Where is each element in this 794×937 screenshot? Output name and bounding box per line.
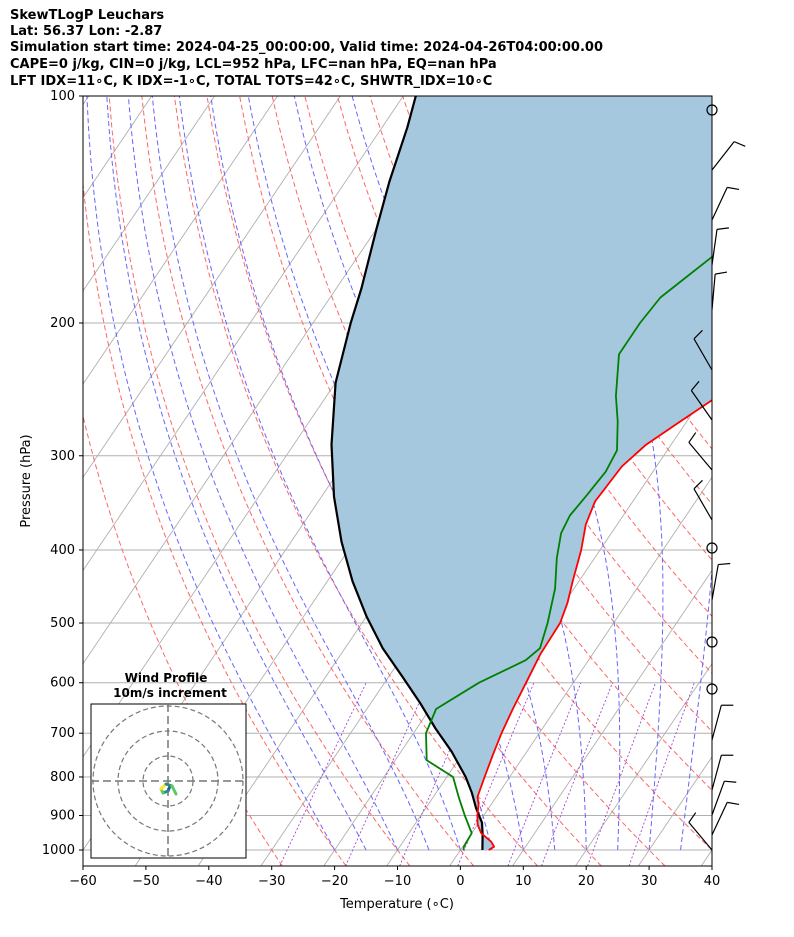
- dry-adiabat: [173, 96, 538, 866]
- plot-data: [330, 96, 712, 851]
- y-tick-label: 100: [50, 89, 75, 104]
- x-tick-label: 40: [704, 874, 721, 889]
- wind-barbs: [688, 104, 746, 851]
- y-tick-label: 400: [50, 543, 75, 558]
- hodograph-segment: [170, 784, 178, 796]
- wind-barb-calm: [706, 683, 718, 695]
- wind-barb: [711, 704, 734, 741]
- y-tick-label: 700: [50, 726, 75, 741]
- wind-barb: [688, 432, 713, 471]
- moist-adiabat: [106, 96, 367, 851]
- wind-barb: [711, 186, 740, 221]
- temperature-profile: [476, 399, 712, 851]
- dry-adiabat: [83, 413, 283, 866]
- moist-adiabat: [426, 96, 621, 851]
- wind-barb-calm: [706, 542, 718, 554]
- wind-barb: [688, 812, 713, 851]
- x-tick-label: 20: [578, 874, 595, 889]
- y-tick-label: 200: [50, 316, 75, 331]
- x-tick-label: −10: [384, 874, 411, 889]
- x-axis-label: Temperature (∘C): [339, 897, 454, 912]
- inset-subtitle: 10m/s increment: [113, 686, 227, 700]
- y-tick-label: 1000: [42, 843, 75, 858]
- x-tick-label: −40: [195, 874, 222, 889]
- mixing-ratio-line: [279, 682, 367, 866]
- x-tick-label: −20: [321, 874, 348, 889]
- y-axis-label: Pressure (hPa): [19, 434, 34, 527]
- isotherm: [83, 96, 90, 106]
- x-tick-label: 10: [515, 874, 532, 889]
- wind-barb: [711, 271, 728, 311]
- x-tick-label: −50: [132, 874, 159, 889]
- mixing-ratio-line: [628, 682, 695, 866]
- isotherm: [83, 96, 341, 479]
- y-tick-label: 300: [50, 449, 75, 464]
- isotherm: [83, 96, 278, 385]
- moist-adiabat: [86, 96, 336, 851]
- moist-adiabat: [178, 96, 461, 851]
- isotherm: [449, 476, 712, 866]
- y-tick-label: 900: [50, 809, 75, 824]
- y-tick-label: 600: [50, 676, 75, 691]
- dry-adiabat: [206, 96, 602, 866]
- chart-title-line-5: LFT IDX=11∘C, K IDX=-1∘C, TOTAL TOTS=42∘…: [10, 74, 493, 89]
- mixing-ratio-line: [507, 682, 582, 866]
- dry-adiabat: [108, 96, 411, 866]
- y-tick-label: 800: [50, 770, 75, 785]
- moist-adiabat: [127, 96, 398, 851]
- wind-barb: [693, 329, 713, 371]
- dry-adiabat: [141, 96, 475, 866]
- dewpoint-profile: [425, 255, 712, 851]
- x-tick-label: −60: [69, 874, 96, 889]
- cape-cin-shading: [331, 96, 712, 850]
- x-tick-label: 30: [641, 874, 658, 889]
- isotherm: [83, 96, 215, 292]
- isotherm: [700, 849, 712, 866]
- isotherm: [83, 96, 404, 572]
- moist-adiabat: [151, 96, 430, 851]
- wind-barb: [711, 141, 746, 171]
- dry-adiabat: [761, 96, 794, 866]
- wind-barb: [711, 780, 737, 816]
- mixing-ratio-line: [587, 682, 656, 866]
- x-tick-label: 0: [456, 874, 464, 889]
- wind-barb: [711, 227, 729, 266]
- wind-barb: [711, 562, 731, 601]
- wind-barb-calm: [706, 104, 718, 116]
- chart-title-line-2: Lat: 56.37 Lon: -2.87: [10, 24, 163, 39]
- moist-adiabat: [524, 96, 664, 851]
- inset-title: Wind Profile: [125, 671, 208, 685]
- isotherm: [512, 569, 712, 866]
- wind-profile-inset: Wind Profile 10m/s increment: [90, 671, 247, 859]
- chart-title-line-1: SkewTLogP Leuchars: [10, 8, 165, 23]
- dry-adiabat: [83, 179, 347, 866]
- moist-adiabat: [711, 846, 712, 850]
- wind-barb: [711, 801, 740, 836]
- parcel-path: [330, 96, 484, 851]
- mixing-ratio-line: [457, 682, 535, 866]
- dry-adiabat: [336, 96, 712, 733]
- isotherm: [575, 662, 712, 866]
- chart-title-line-4: CAPE=0 j/kg, CIN=0 j/kg, LCL=952 hPa, LF…: [10, 57, 497, 72]
- wind-barb-calm: [706, 636, 718, 648]
- mixing-ratio-line: [541, 682, 613, 866]
- x-tick-label: −30: [258, 874, 285, 889]
- dry-adiabat: [729, 96, 794, 866]
- wind-barb: [690, 380, 713, 421]
- y-tick-label: 500: [50, 616, 75, 631]
- chart-title-line-3: Simulation start time: 2024-04-25_00:00:…: [10, 40, 603, 55]
- dry-adiabat: [239, 96, 666, 866]
- wind-barb: [711, 754, 734, 791]
- wind-barb: [693, 479, 713, 521]
